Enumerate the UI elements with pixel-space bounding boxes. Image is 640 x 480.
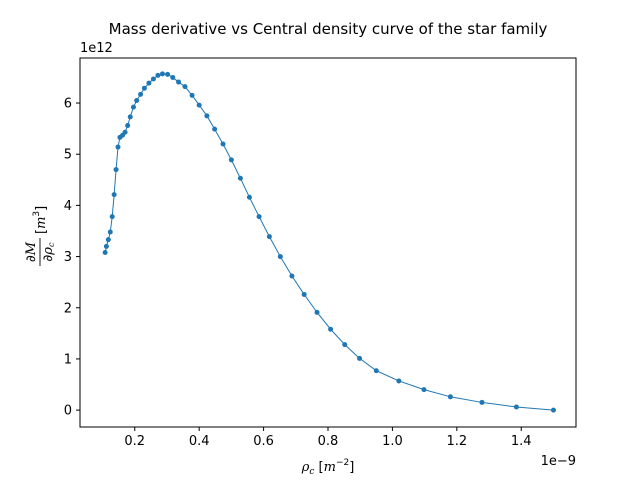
data-point	[150, 76, 156, 82]
data-point	[111, 192, 117, 198]
x-offset-text: 1e−9	[541, 454, 576, 469]
chart-title: Mass derivative vs Central density curve…	[109, 20, 548, 38]
y-label-unit-base: m	[34, 217, 49, 229]
data-point	[102, 249, 108, 255]
x-tick-label: 1.2	[446, 434, 467, 449]
y-offset-text: 1e12	[80, 41, 113, 56]
data-point	[155, 72, 161, 78]
data-point	[289, 273, 295, 279]
data-point	[314, 309, 320, 315]
data-point	[141, 85, 147, 91]
x-label-unit-base: m	[324, 460, 336, 475]
y-tick-label: 3	[64, 250, 72, 265]
y-label-denominator: ∂ρc	[41, 242, 56, 261]
y-label-unit-exponent: 3	[32, 211, 42, 217]
y-label-partial-bottom: ∂	[41, 254, 56, 261]
data-point	[170, 74, 176, 80]
y-tick-label: 6	[64, 97, 72, 112]
data-point	[138, 91, 144, 97]
data-point	[196, 102, 202, 108]
data-point	[212, 126, 218, 132]
data-point	[146, 80, 152, 86]
data-point	[130, 104, 136, 110]
data-point	[176, 79, 182, 85]
y-label-den-symbol: ρ	[41, 247, 56, 256]
x-tick-label: 0.2	[124, 434, 145, 449]
y-axis-ticks: 0 1 2 3 4 5 6	[64, 97, 80, 419]
y-tick-label: 1	[64, 352, 72, 367]
data-point	[220, 141, 226, 147]
x-tick-label: 1.4	[511, 434, 532, 449]
y-label-den-subscript: c	[47, 242, 56, 247]
data-point	[134, 97, 140, 103]
x-axis-ticks: 0.2 0.4 0.6 0.8 1.0 1.2 1.4	[124, 427, 532, 449]
x-tick-label: 0.8	[318, 434, 339, 449]
y-label-unit-open: [	[34, 229, 49, 234]
data-point	[328, 326, 334, 332]
data-point	[447, 394, 453, 400]
x-label-subscript: c	[309, 467, 314, 477]
data-point	[301, 291, 307, 297]
y-label-numerator: ∂M	[24, 241, 39, 262]
x-axis-label: ρc [m−2]	[301, 458, 355, 477]
data-point	[421, 387, 427, 393]
x-tick-label: 0.4	[189, 434, 210, 449]
data-point	[479, 399, 485, 405]
series-group	[102, 71, 556, 413]
data-point	[115, 144, 121, 150]
data-point	[103, 243, 109, 249]
y-tick-label: 4	[64, 199, 72, 214]
y-tick-label: 2	[64, 301, 72, 316]
data-point	[342, 342, 348, 348]
data-point	[204, 113, 210, 119]
data-point	[105, 237, 111, 243]
y-label-unit-close: ]	[34, 206, 49, 211]
data-point	[182, 84, 188, 90]
x-label-symbol: ρ	[301, 460, 310, 475]
data-point	[189, 92, 195, 98]
y-label-numerator-symbol: M	[24, 241, 39, 256]
data-point	[159, 71, 165, 77]
x-label-unit-exponent: −2	[336, 458, 349, 468]
y-tick-label: 0	[64, 404, 72, 419]
data-point	[122, 129, 128, 135]
data-point	[246, 194, 252, 200]
x-label-unit-open: [	[314, 460, 323, 475]
data-point	[550, 407, 556, 413]
data-point	[373, 368, 379, 374]
y-label-partial-top: ∂	[24, 255, 39, 262]
data-point	[513, 404, 519, 410]
data-point	[228, 157, 234, 163]
x-label-unit-close: ]	[349, 460, 354, 475]
y-label-unit: [m3]	[32, 206, 49, 234]
y-axis-label: ∂M ∂ρc [m3]	[24, 206, 56, 266]
data-point	[109, 214, 115, 220]
y-tick-label: 5	[64, 148, 72, 163]
data-point	[113, 167, 119, 173]
data-point	[127, 114, 133, 120]
data-point	[396, 378, 402, 384]
data-point	[357, 355, 363, 361]
data-point	[107, 229, 113, 235]
data-point	[256, 214, 262, 220]
data-point	[125, 123, 131, 129]
x-tick-label: 1.0	[382, 434, 403, 449]
data-point	[237, 175, 243, 181]
x-tick-label: 0.6	[253, 434, 274, 449]
data-point	[266, 234, 272, 240]
data-point	[277, 254, 283, 260]
data-point	[165, 71, 171, 77]
